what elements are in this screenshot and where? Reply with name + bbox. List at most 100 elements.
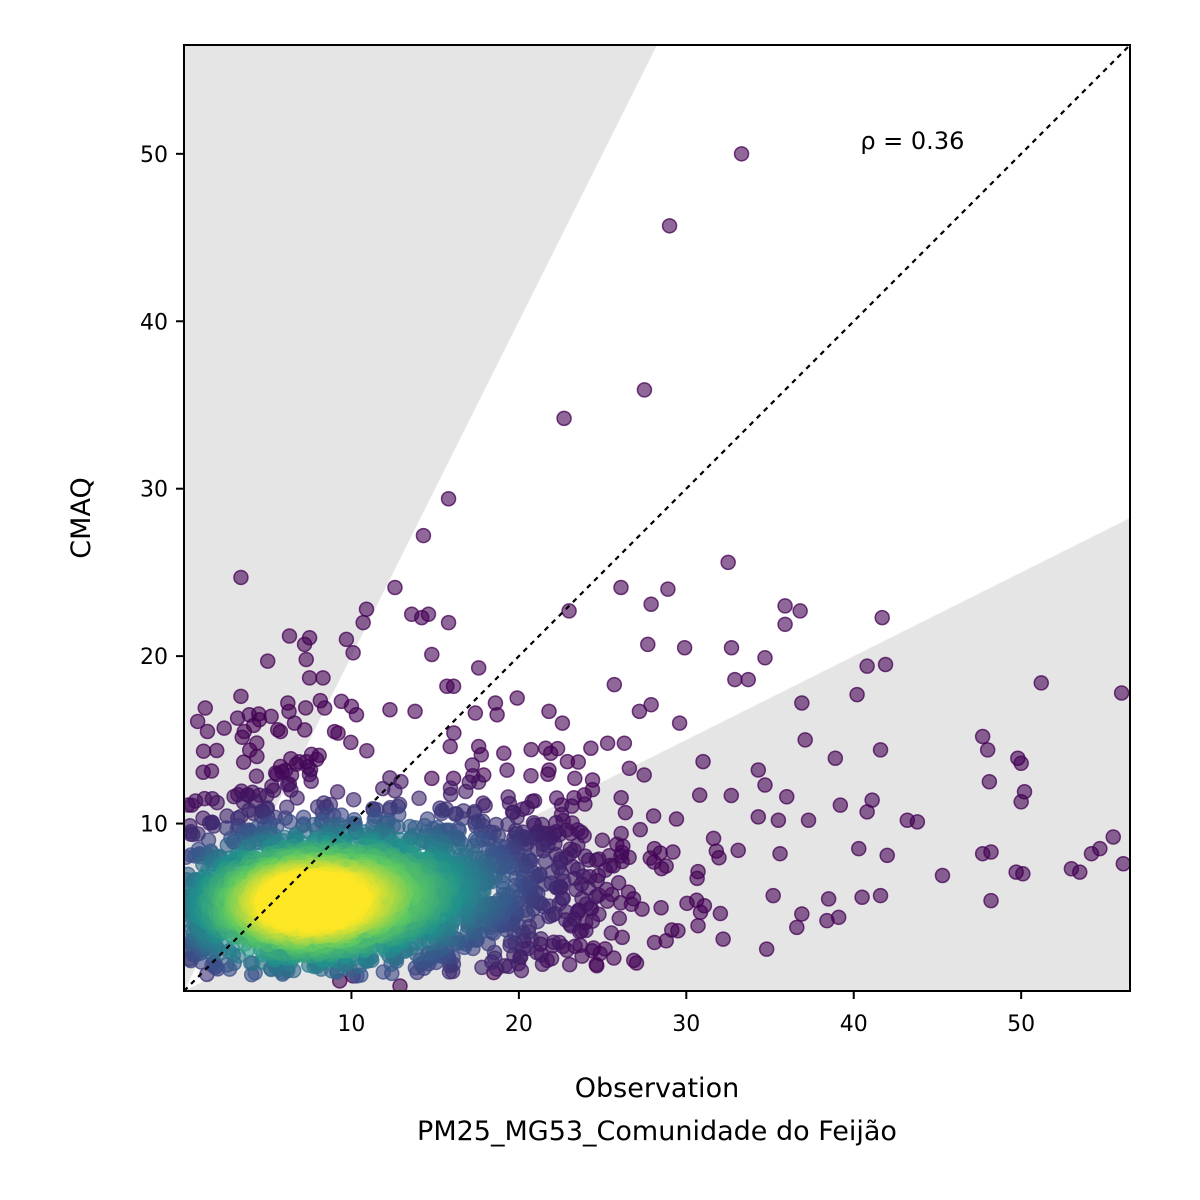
data-point	[345, 791, 362, 808]
data-point	[275, 911, 292, 928]
data-point	[392, 978, 408, 991]
data-point	[1072, 864, 1088, 880]
y-tick-label: 10	[140, 813, 168, 838]
one-to-one-line	[184, 45, 1130, 991]
data-point	[794, 695, 810, 711]
data-point	[797, 732, 813, 748]
data-point	[329, 784, 346, 800]
data-point	[665, 844, 681, 860]
data-point	[720, 554, 736, 571]
data-point	[679, 895, 695, 912]
data-point	[723, 787, 740, 804]
data-point	[636, 767, 652, 783]
data-point	[424, 646, 440, 663]
data-point	[934, 867, 951, 884]
data-point	[199, 723, 216, 740]
data-point	[335, 889, 352, 905]
data-point	[794, 906, 810, 922]
plot-frame	[183, 44, 1131, 992]
data-point	[541, 703, 557, 720]
data-point	[197, 700, 214, 716]
data-point	[298, 651, 314, 668]
data-point	[233, 569, 249, 586]
data-point	[874, 609, 890, 626]
data-point	[603, 925, 620, 941]
x-tick-label: 20	[505, 1012, 533, 1037]
data-point	[851, 840, 867, 857]
data-point	[445, 678, 462, 695]
data-point	[387, 782, 403, 799]
data-point	[621, 760, 638, 777]
data-point	[203, 763, 220, 779]
data-point	[715, 931, 731, 947]
y-tick-label: 30	[140, 478, 168, 503]
y-tick-label: 20	[140, 645, 168, 670]
data-point	[695, 753, 711, 770]
x-tick-label: 10	[337, 1012, 365, 1037]
x-axis-label: Observation	[575, 1073, 739, 1104]
data-point	[567, 770, 583, 787]
data-point	[690, 917, 706, 934]
data-point	[1092, 840, 1108, 857]
data-point	[979, 742, 996, 758]
data-point	[523, 741, 539, 758]
data-point	[281, 703, 297, 720]
data-point	[631, 703, 648, 720]
data-point	[499, 762, 515, 778]
data-point	[792, 603, 808, 619]
data-point	[537, 853, 554, 870]
correlation-annotation: ρ = 0.36	[860, 127, 964, 155]
data-point	[820, 891, 837, 907]
data-point	[296, 722, 313, 738]
data-point	[750, 762, 767, 778]
data-point	[849, 686, 865, 703]
data-point	[234, 729, 250, 746]
data-point	[705, 830, 722, 847]
data-point	[712, 905, 729, 922]
data-point	[338, 631, 355, 648]
data-point	[259, 653, 276, 669]
data-point	[312, 692, 329, 709]
data-point	[249, 748, 265, 765]
data-point	[345, 645, 361, 661]
data-point	[315, 670, 331, 686]
x-axis-label-line2: PM25_MG53_Comunidade do Feijão	[417, 1116, 897, 1147]
data-point	[496, 745, 512, 761]
data-point	[877, 656, 894, 673]
x-tick-label: 50	[1007, 1012, 1035, 1037]
data-point	[832, 797, 849, 813]
data-point	[540, 766, 556, 782]
data-point	[676, 640, 693, 656]
data-point	[305, 876, 322, 893]
data-point	[668, 811, 685, 827]
data-point	[296, 636, 313, 653]
data-point	[691, 787, 708, 803]
data-point	[245, 717, 262, 734]
y-axis-ticks: 10 20 30 40 50	[140, 143, 184, 838]
data-point	[879, 847, 895, 864]
data-point	[733, 146, 750, 162]
data-point	[424, 770, 440, 787]
data-point	[646, 934, 663, 951]
data-point	[632, 821, 649, 838]
data-point	[757, 777, 773, 793]
data-point	[301, 670, 318, 686]
data-point	[209, 794, 225, 811]
data-point	[983, 892, 999, 909]
shaded-region-upper	[184, 45, 657, 991]
data-point	[770, 812, 787, 828]
data-point	[489, 706, 505, 723]
data-point	[854, 889, 870, 905]
data-point	[1105, 829, 1122, 845]
data-point	[653, 899, 669, 916]
data-point	[184, 797, 200, 813]
y-tick-label: 50	[140, 143, 168, 168]
data-point	[326, 723, 343, 740]
data-point	[740, 671, 757, 688]
data-point	[730, 842, 746, 859]
data-point	[561, 956, 578, 973]
data-point	[974, 728, 991, 745]
data-point	[570, 754, 587, 770]
data-point	[442, 786, 459, 803]
data-point	[859, 804, 875, 820]
